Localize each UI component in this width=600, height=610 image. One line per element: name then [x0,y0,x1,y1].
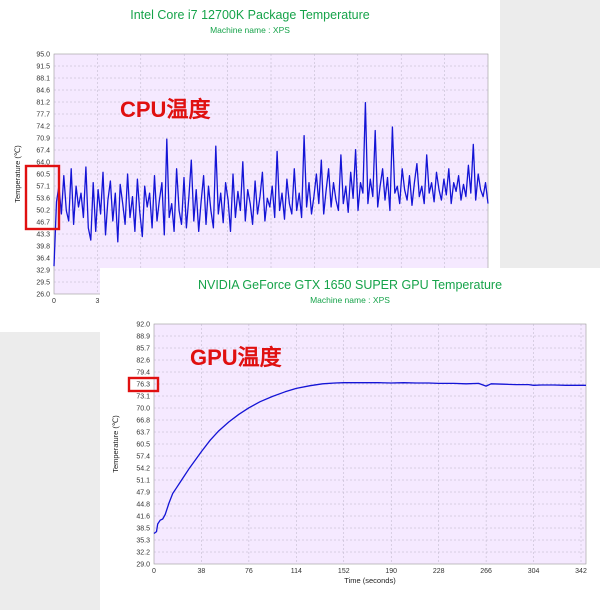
gpu-y-tick-label: 82.6 [136,358,150,365]
cpu-y-tick-label: 50.2 [36,208,50,215]
cpu-y-tick-label: 39.8 [36,244,50,251]
cpu-y-tick-label: 91.5 [36,64,50,71]
cpu-y-tick-label: 26.0 [36,292,50,299]
cpu-annotation-label: CPU温度 [120,97,211,122]
gpu-y-tick-label: 60.5 [136,442,150,449]
gpu-y-tick-label: 54.2 [136,466,150,473]
cpu-x-tick-label: 3 [95,298,99,305]
cpu-chart-title: Intel Core i7 12700K Package Temperature [130,8,370,22]
gpu-highlight-box [127,376,160,393]
gpu-y-tick-label: 35.3 [136,538,150,545]
cpu-temperature-series-line [53,102,489,267]
gpu-y-tick-label: 63.7 [136,430,150,437]
cpu-highlight-box [24,164,61,231]
gpu-y-tick-label: 70.0 [136,406,150,413]
gpu-y-tick-label: 79.4 [136,370,150,377]
gpu-y-tick-label: 47.9 [136,490,150,497]
cpu-y-tick-label: 64.0 [36,160,50,167]
gpu-y-tick-label: 32.2 [136,550,150,557]
cpu-chart-subtitle: Machine name : XPS [210,25,290,35]
gpu-x-tick-label: 190 [385,568,397,575]
cpu-y-tick-label: 74.2 [36,124,50,131]
gpu-y-tick-label: 38.5 [136,526,150,533]
gpu-x-tick-label: 114 [291,568,302,575]
gpu-y-axis-label: Temperature (℃) [111,415,120,473]
gpu-x-tick-label: 0 [152,568,156,575]
cpu-y-tick-label: 57.1 [36,184,50,191]
gpu-x-tick-label: 228 [433,568,445,575]
cpu-y-tick-label: 29.5 [36,280,50,287]
gpu-x-tick-labels: 0 38 76 114 152 190 228 266 304 342 [152,568,587,575]
gpu-y-tick-labels: 92.0 88.9 85.7 82.6 79.4 76.3 73.1 70.0 66.8 63.7… [136,322,150,569]
gpu-gridlines [154,324,586,564]
cpu-gridlines [54,54,488,294]
cpu-y-tick-label: 53.6 [36,196,50,203]
gpu-y-tick-label: 92.0 [136,322,150,329]
gpu-chart-subtitle: Machine name : XPS [310,295,390,305]
cpu-y-axis-label: Temperature (℃) [13,145,22,203]
cpu-y-tick-label: 95.0 [36,52,50,59]
gpu-temperature-chart: NVIDIA GeForce GTX 1650 SUPER GPU Temper… [111,278,587,585]
gpu-y-tick-label: 88.9 [136,334,150,341]
gpu-y-tick-label: 76.3 [136,382,150,389]
gpu-x-tick-label: 152 [338,568,350,575]
gpu-x-axis-label: Time (seconds) [344,576,396,585]
cpu-y-tick-label: 67.4 [36,148,50,155]
cpu-y-tick-label: 43.3 [36,232,50,239]
cpu-y-tick-label: 88.1 [36,76,50,83]
cpu-y-tick-label: 60.5 [36,172,50,179]
gpu-temperature-series-line [153,382,586,535]
gpu-y-tick-label: 66.8 [136,418,150,425]
cpu-y-tick-label: 36.4 [36,256,50,263]
gpu-x-tick-label: 266 [480,568,492,575]
gpu-chart-panel: NVIDIA GeForce GTX 1650 SUPER GPU Temper… [100,268,600,610]
gpu-x-tick-label: 304 [528,568,540,575]
gpu-x-tick-label: 342 [575,568,587,575]
cpu-y-tick-label: 46.7 [36,220,50,227]
gpu-y-tick-label: 29.0 [136,562,150,569]
gpu-annotation-label: GPU温度 [190,345,283,370]
gpu-x-tick-label: 76 [245,568,253,575]
cpu-y-tick-label: 77.7 [36,112,50,119]
gpu-y-tick-label: 73.1 [136,394,150,401]
cpu-y-tick-labels: 95.0 91.5 88.1 84.6 81.2 77.7 74.2 70.9 67.4 64.0… [36,52,50,299]
cpu-y-tick-label: 32.9 [36,268,50,275]
cpu-y-tick-label: 84.6 [36,88,50,95]
cpu-y-tick-label: 81.2 [36,100,50,107]
cpu-y-tick-label: 70.9 [36,136,50,143]
cpu-temperature-chart: Intel Core i7 12700K Package Temperature… [13,8,489,305]
gpu-y-tick-label: 85.7 [136,346,150,353]
gpu-y-tick-label: 44.8 [136,502,150,509]
gpu-y-tick-label: 41.6 [136,514,150,521]
gpu-x-tick-label: 38 [198,568,206,575]
cpu-x-tick-label: 0 [52,298,56,305]
gpu-y-tick-label: 51.1 [136,478,150,485]
gpu-y-tick-label: 57.4 [136,454,150,461]
gpu-chart-title: NVIDIA GeForce GTX 1650 SUPER GPU Temper… [198,278,502,292]
